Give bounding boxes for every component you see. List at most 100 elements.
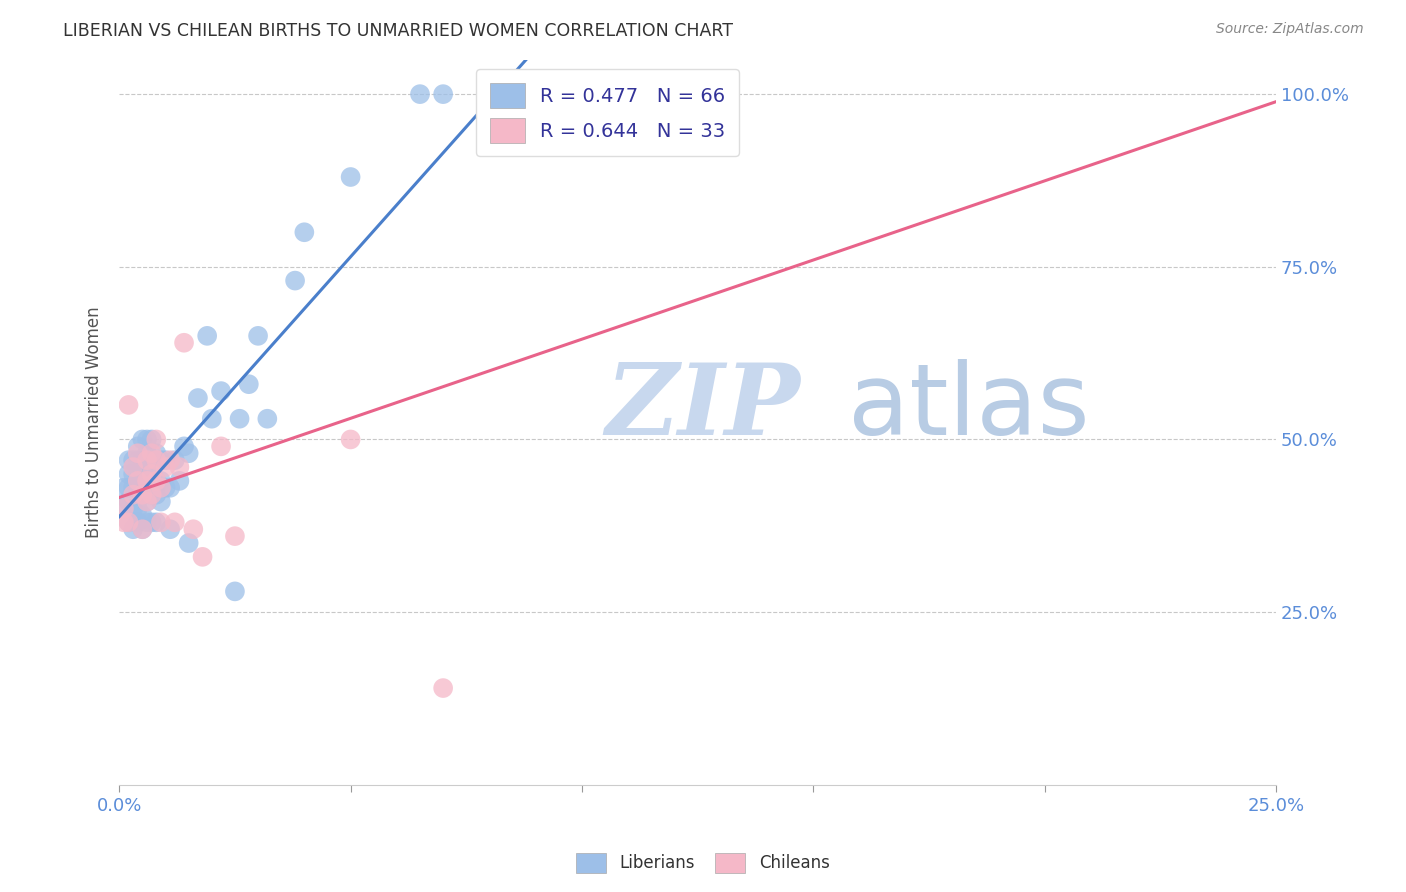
Point [159,522,181,536]
Point [117,467,139,481]
Point [122,467,145,481]
Legend: Liberians, Chileans: Liberians, Chileans [569,847,837,880]
Point [284,274,307,288]
Point [169,460,191,475]
Point [112,501,135,516]
Text: ZIP: ZIP [605,359,800,456]
Point [117,481,139,495]
Point [145,488,167,502]
Point [292,225,315,239]
Point [209,439,232,453]
Point [131,488,153,502]
Point [163,516,186,530]
Point [131,488,153,502]
Text: Source: ZipAtlas.com: Source: ZipAtlas.com [1216,22,1364,37]
Point [238,377,260,392]
Point [136,516,159,530]
Point [534,87,557,102]
Point [127,501,149,516]
Point [112,501,135,516]
Point [122,481,145,495]
Point [432,87,454,102]
Point [136,453,159,467]
Point [524,87,547,102]
Point [136,474,159,488]
Point [112,481,135,495]
Point [131,508,153,523]
Point [122,460,145,475]
Point [191,549,214,564]
Text: atlas: atlas [848,359,1090,456]
Point [136,494,159,508]
Point [122,501,145,516]
Point [131,453,153,467]
Point [141,460,163,475]
Point [145,446,167,460]
Point [127,516,149,530]
Point [145,474,167,488]
Point [112,516,135,530]
Point [141,488,163,502]
Point [195,329,218,343]
Point [155,460,177,475]
Y-axis label: Births to Unmarried Women: Births to Unmarried Women [86,306,103,538]
Point [145,516,167,530]
Point [145,474,167,488]
Point [141,433,163,447]
Point [149,516,172,530]
Point [122,522,145,536]
Point [224,529,246,543]
Point [187,391,209,405]
Text: LIBERIAN VS CHILEAN BIRTHS TO UNMARRIED WOMEN CORRELATION CHART: LIBERIAN VS CHILEAN BIRTHS TO UNMARRIED … [63,22,734,40]
Point [127,453,149,467]
Point [131,522,153,536]
Point [149,453,172,467]
Point [136,433,159,447]
Point [256,411,278,425]
Point [117,453,139,467]
Point [117,398,139,412]
Point [141,488,163,502]
Point [117,494,139,508]
Point [339,169,361,184]
Point [181,522,204,536]
Point [159,453,181,467]
Point [117,516,139,530]
Point [117,516,139,530]
Point [177,536,200,550]
Point [136,494,159,508]
Point [141,446,163,460]
Point [163,453,186,467]
Point [149,494,172,508]
Point [136,474,159,488]
Point [209,384,232,398]
Legend: R = 0.477   N = 66, R = 0.644   N = 33: R = 0.477 N = 66, R = 0.644 N = 33 [477,70,740,156]
Point [145,453,167,467]
Point [201,411,224,425]
Point [155,481,177,495]
Point [173,439,195,453]
Point [177,446,200,460]
Point [127,481,149,495]
Point [534,87,557,102]
Point [409,87,432,102]
Point [131,522,153,536]
Point [247,329,270,343]
Point [127,439,149,453]
Point [127,446,149,460]
Point [432,681,454,695]
Point [136,460,159,475]
Point [224,584,246,599]
Point [339,433,361,447]
Point [228,411,250,425]
Point [173,335,195,350]
Point [122,453,145,467]
Point [149,481,172,495]
Point [136,446,159,460]
Point [169,474,191,488]
Point [131,474,153,488]
Point [145,433,167,447]
Point [127,467,149,481]
Point [149,474,172,488]
Point [131,433,153,447]
